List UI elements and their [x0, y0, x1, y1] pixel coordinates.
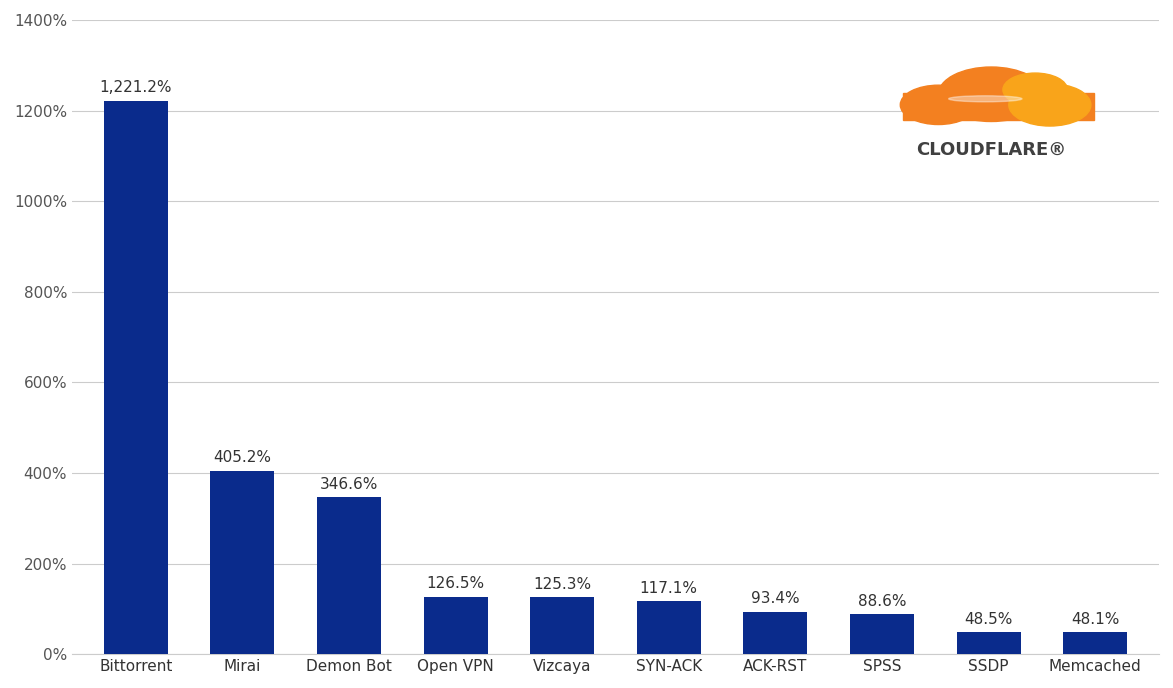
Circle shape	[938, 67, 1044, 122]
Bar	[104, 101, 168, 654]
Text: 88.6%: 88.6%	[857, 594, 907, 609]
Text: 93.4%: 93.4%	[751, 592, 800, 607]
Bar	[637, 601, 700, 654]
Bar	[850, 614, 914, 654]
Text: 48.5%: 48.5%	[964, 612, 1012, 627]
Bar	[530, 597, 595, 654]
Ellipse shape	[949, 96, 1022, 102]
Text: 126.5%: 126.5%	[427, 577, 484, 592]
Circle shape	[901, 85, 976, 125]
Bar	[317, 497, 381, 654]
Circle shape	[1009, 84, 1091, 126]
Bar	[903, 93, 1093, 120]
Text: 346.6%: 346.6%	[320, 477, 378, 492]
Bar	[957, 632, 1021, 654]
Bar	[744, 612, 807, 654]
Text: 48.1%: 48.1%	[1071, 612, 1119, 627]
Bar	[210, 471, 274, 654]
Text: CLOUDFLARE®: CLOUDFLARE®	[916, 141, 1066, 159]
Text: 117.1%: 117.1%	[639, 581, 698, 596]
Text: 405.2%: 405.2%	[213, 450, 271, 465]
Text: 125.3%: 125.3%	[534, 577, 591, 592]
Bar	[423, 597, 488, 654]
Circle shape	[1003, 73, 1067, 107]
Bar	[1063, 632, 1127, 654]
Text: 1,221.2%: 1,221.2%	[100, 80, 172, 96]
